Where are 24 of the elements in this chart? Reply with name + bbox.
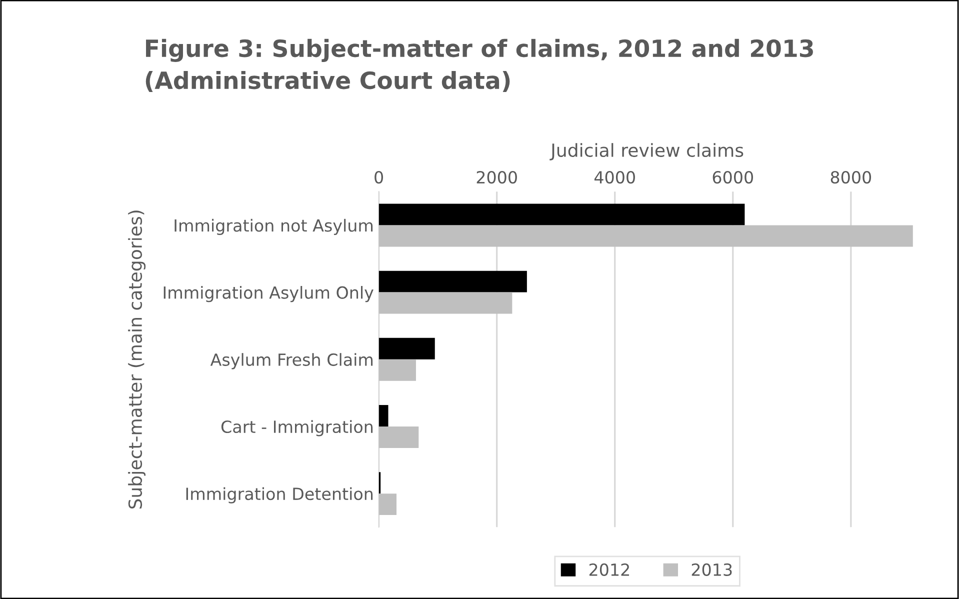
x-tick-label: 2000: [476, 170, 517, 184]
bar: [378, 426, 419, 448]
bar: [378, 359, 416, 381]
y-tick-label: Immigration Detention: [186, 487, 373, 504]
bar: [378, 204, 745, 226]
bar: [378, 270, 527, 292]
y-axis-title: Subject-matter (main categories): [128, 210, 146, 509]
y-tick-label: Immigration Asylum Only: [164, 286, 374, 302]
y-tick-label: Immigration not Asylum: [174, 218, 373, 236]
x-tick-label: 4000: [594, 170, 635, 184]
bar: [378, 494, 397, 516]
bar: [378, 225, 913, 247]
chart-title: Figure 3: Subject-matter of claims, 2012 and 2013 (Administrative Court data): [146, 38, 813, 92]
x-tick-label: 8000: [830, 170, 872, 184]
x-tick-label: 0: [374, 170, 383, 184]
y-tick-label: Cart - Immigration: [221, 420, 373, 436]
legend-label: 2013: [692, 563, 732, 576]
bar: [378, 338, 435, 360]
x-tick-label: 6000: [712, 170, 753, 184]
y-tick-label: Asylum Fresh Claim: [210, 353, 373, 370]
x-axis-title: Judicial review claims: [550, 143, 744, 160]
legend-label: 2012: [589, 563, 629, 576]
bar: [378, 292, 512, 314]
bar: [378, 405, 388, 426]
